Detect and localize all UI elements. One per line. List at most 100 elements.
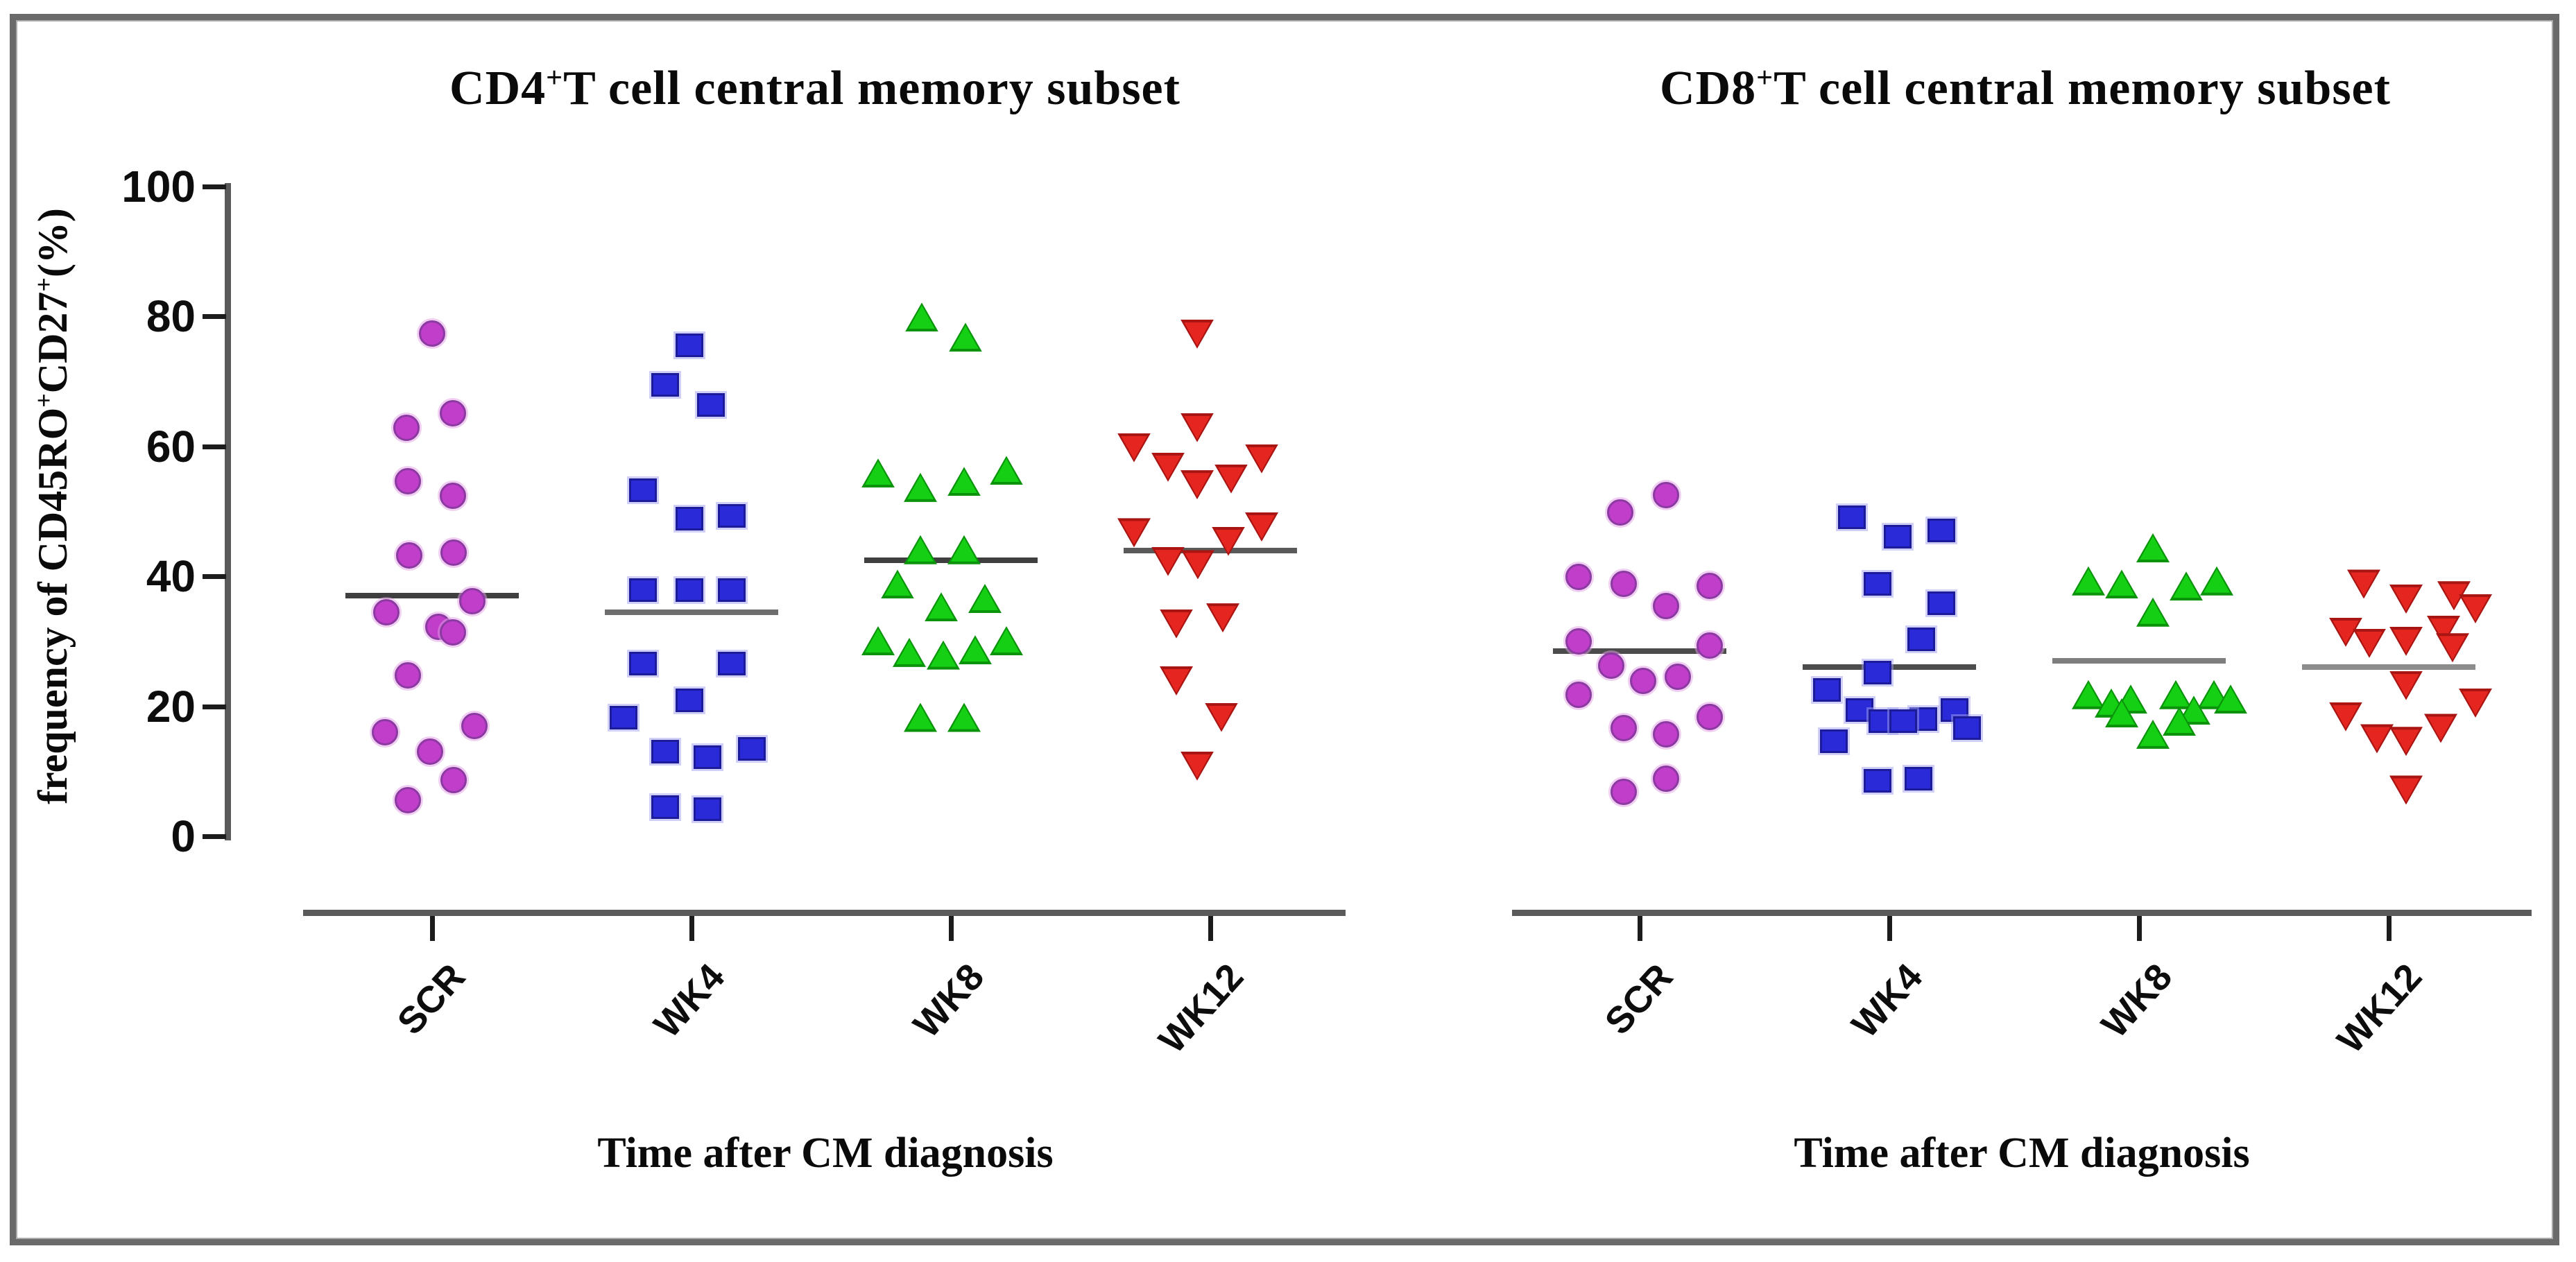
point-wk4 bbox=[676, 333, 703, 357]
point-scr bbox=[1611, 779, 1637, 806]
point-scr bbox=[1653, 765, 1679, 792]
point-wk4 bbox=[738, 737, 766, 761]
point-wk4 bbox=[1813, 678, 1841, 702]
point-scr bbox=[440, 619, 466, 646]
point-scr bbox=[417, 738, 443, 766]
x-tick bbox=[1887, 916, 1892, 941]
y-tick bbox=[203, 704, 226, 709]
title-prefix: CD4 bbox=[449, 62, 547, 115]
point-scr bbox=[1598, 652, 1624, 679]
point-wk4 bbox=[697, 392, 725, 417]
point-wk4 bbox=[1889, 709, 1917, 734]
y-tick bbox=[203, 184, 226, 189]
point-scr bbox=[372, 719, 398, 746]
y-axis-line bbox=[225, 183, 231, 840]
point-scr bbox=[461, 712, 488, 739]
point-scr bbox=[395, 662, 421, 689]
point-scr bbox=[395, 468, 421, 495]
x-tick bbox=[949, 916, 954, 941]
x-tick bbox=[2387, 916, 2392, 941]
x-axis-line-right bbox=[1512, 910, 2532, 916]
y-tick-label: 60 bbox=[146, 421, 196, 472]
y-tick bbox=[203, 314, 226, 320]
x-axis-title-left: Time after CM diagnosis bbox=[597, 1130, 1054, 1177]
title-suffix: T cell central memory subset bbox=[563, 62, 1180, 115]
point-scr bbox=[1697, 703, 1723, 730]
mean-line-scr bbox=[345, 593, 519, 599]
point-wk4 bbox=[651, 372, 679, 397]
y-tick-label: 80 bbox=[146, 291, 196, 342]
point-wk4 bbox=[651, 795, 679, 819]
y-tick-label: 20 bbox=[146, 681, 196, 732]
point-scr bbox=[373, 598, 400, 625]
point-scr bbox=[1565, 628, 1592, 655]
point-wk4 bbox=[1838, 505, 1866, 529]
point-scr bbox=[395, 787, 421, 814]
x-tick bbox=[1638, 916, 1642, 941]
point-wk4 bbox=[1884, 525, 1912, 549]
y-label-superscript: + bbox=[30, 277, 58, 292]
panel-title-cd8: CD8+T cell central memory subset bbox=[1470, 61, 2576, 116]
point-scr bbox=[1630, 668, 1656, 695]
y-tick-label: 100 bbox=[121, 162, 196, 211]
point-scr bbox=[393, 414, 420, 441]
title-suffix: T cell central memory subset bbox=[1774, 62, 2391, 115]
point-wk4 bbox=[676, 578, 703, 602]
point-wk4 bbox=[1864, 660, 1891, 684]
point-scr bbox=[419, 320, 445, 347]
point-scr bbox=[440, 767, 467, 794]
y-label-text: frequency of CD45RO bbox=[30, 407, 76, 804]
point-scr bbox=[1697, 632, 1723, 659]
x-tick bbox=[430, 916, 435, 941]
point-wk4 bbox=[694, 745, 721, 769]
point-wk4 bbox=[718, 578, 746, 602]
x-axis-title-right: Time after CM diagnosis bbox=[1794, 1130, 2250, 1177]
x-tick bbox=[689, 916, 694, 941]
point-wk4 bbox=[629, 478, 657, 502]
point-wk4 bbox=[1907, 628, 1935, 652]
title-superscript: + bbox=[546, 62, 564, 94]
y-tick bbox=[203, 834, 226, 839]
point-scr bbox=[1665, 664, 1691, 691]
point-wk4 bbox=[718, 651, 746, 675]
x-tick bbox=[2137, 916, 2142, 941]
mean-line-wk12 bbox=[2302, 664, 2475, 671]
point-scr bbox=[1611, 715, 1637, 742]
point-wk4 bbox=[1820, 729, 1848, 754]
point-wk4 bbox=[718, 504, 746, 528]
point-scr bbox=[440, 483, 466, 509]
point-scr bbox=[396, 542, 422, 569]
figure-border bbox=[10, 14, 2559, 1245]
point-wk4 bbox=[1927, 518, 1955, 542]
point-wk4 bbox=[629, 651, 657, 675]
point-scr bbox=[1565, 564, 1592, 591]
y-label-text: (%) bbox=[30, 208, 76, 278]
y-axis-label: frequency of CD45RO+CD27+(%) bbox=[29, 104, 79, 908]
point-wk4 bbox=[676, 689, 703, 713]
point-wk4 bbox=[1927, 591, 1955, 615]
point-wk4 bbox=[1905, 766, 1932, 790]
y-tick-label: 40 bbox=[146, 551, 196, 602]
y-tick bbox=[203, 574, 226, 580]
point-wk4 bbox=[610, 705, 637, 729]
mean-line-scr bbox=[1553, 648, 1726, 654]
point-scr bbox=[1607, 499, 1633, 526]
point-scr bbox=[1565, 681, 1592, 708]
point-scr bbox=[440, 400, 466, 426]
y-tick bbox=[203, 444, 226, 449]
point-scr bbox=[1653, 593, 1679, 620]
point-scr bbox=[1697, 573, 1723, 600]
mean-line-wk8 bbox=[2052, 658, 2226, 664]
y-label-text: CD27 bbox=[30, 291, 76, 394]
y-label-superscript: + bbox=[30, 393, 58, 408]
point-wk4 bbox=[1864, 769, 1891, 793]
x-tick bbox=[1208, 916, 1213, 941]
point-wk4 bbox=[651, 740, 679, 764]
point-wk4 bbox=[629, 578, 657, 602]
mean-line-wk4 bbox=[605, 609, 778, 615]
point-wk4 bbox=[694, 797, 721, 821]
title-prefix: CD8 bbox=[1660, 62, 1757, 115]
y-tick-label: 0 bbox=[171, 811, 196, 861]
point-wk4 bbox=[1864, 572, 1891, 596]
